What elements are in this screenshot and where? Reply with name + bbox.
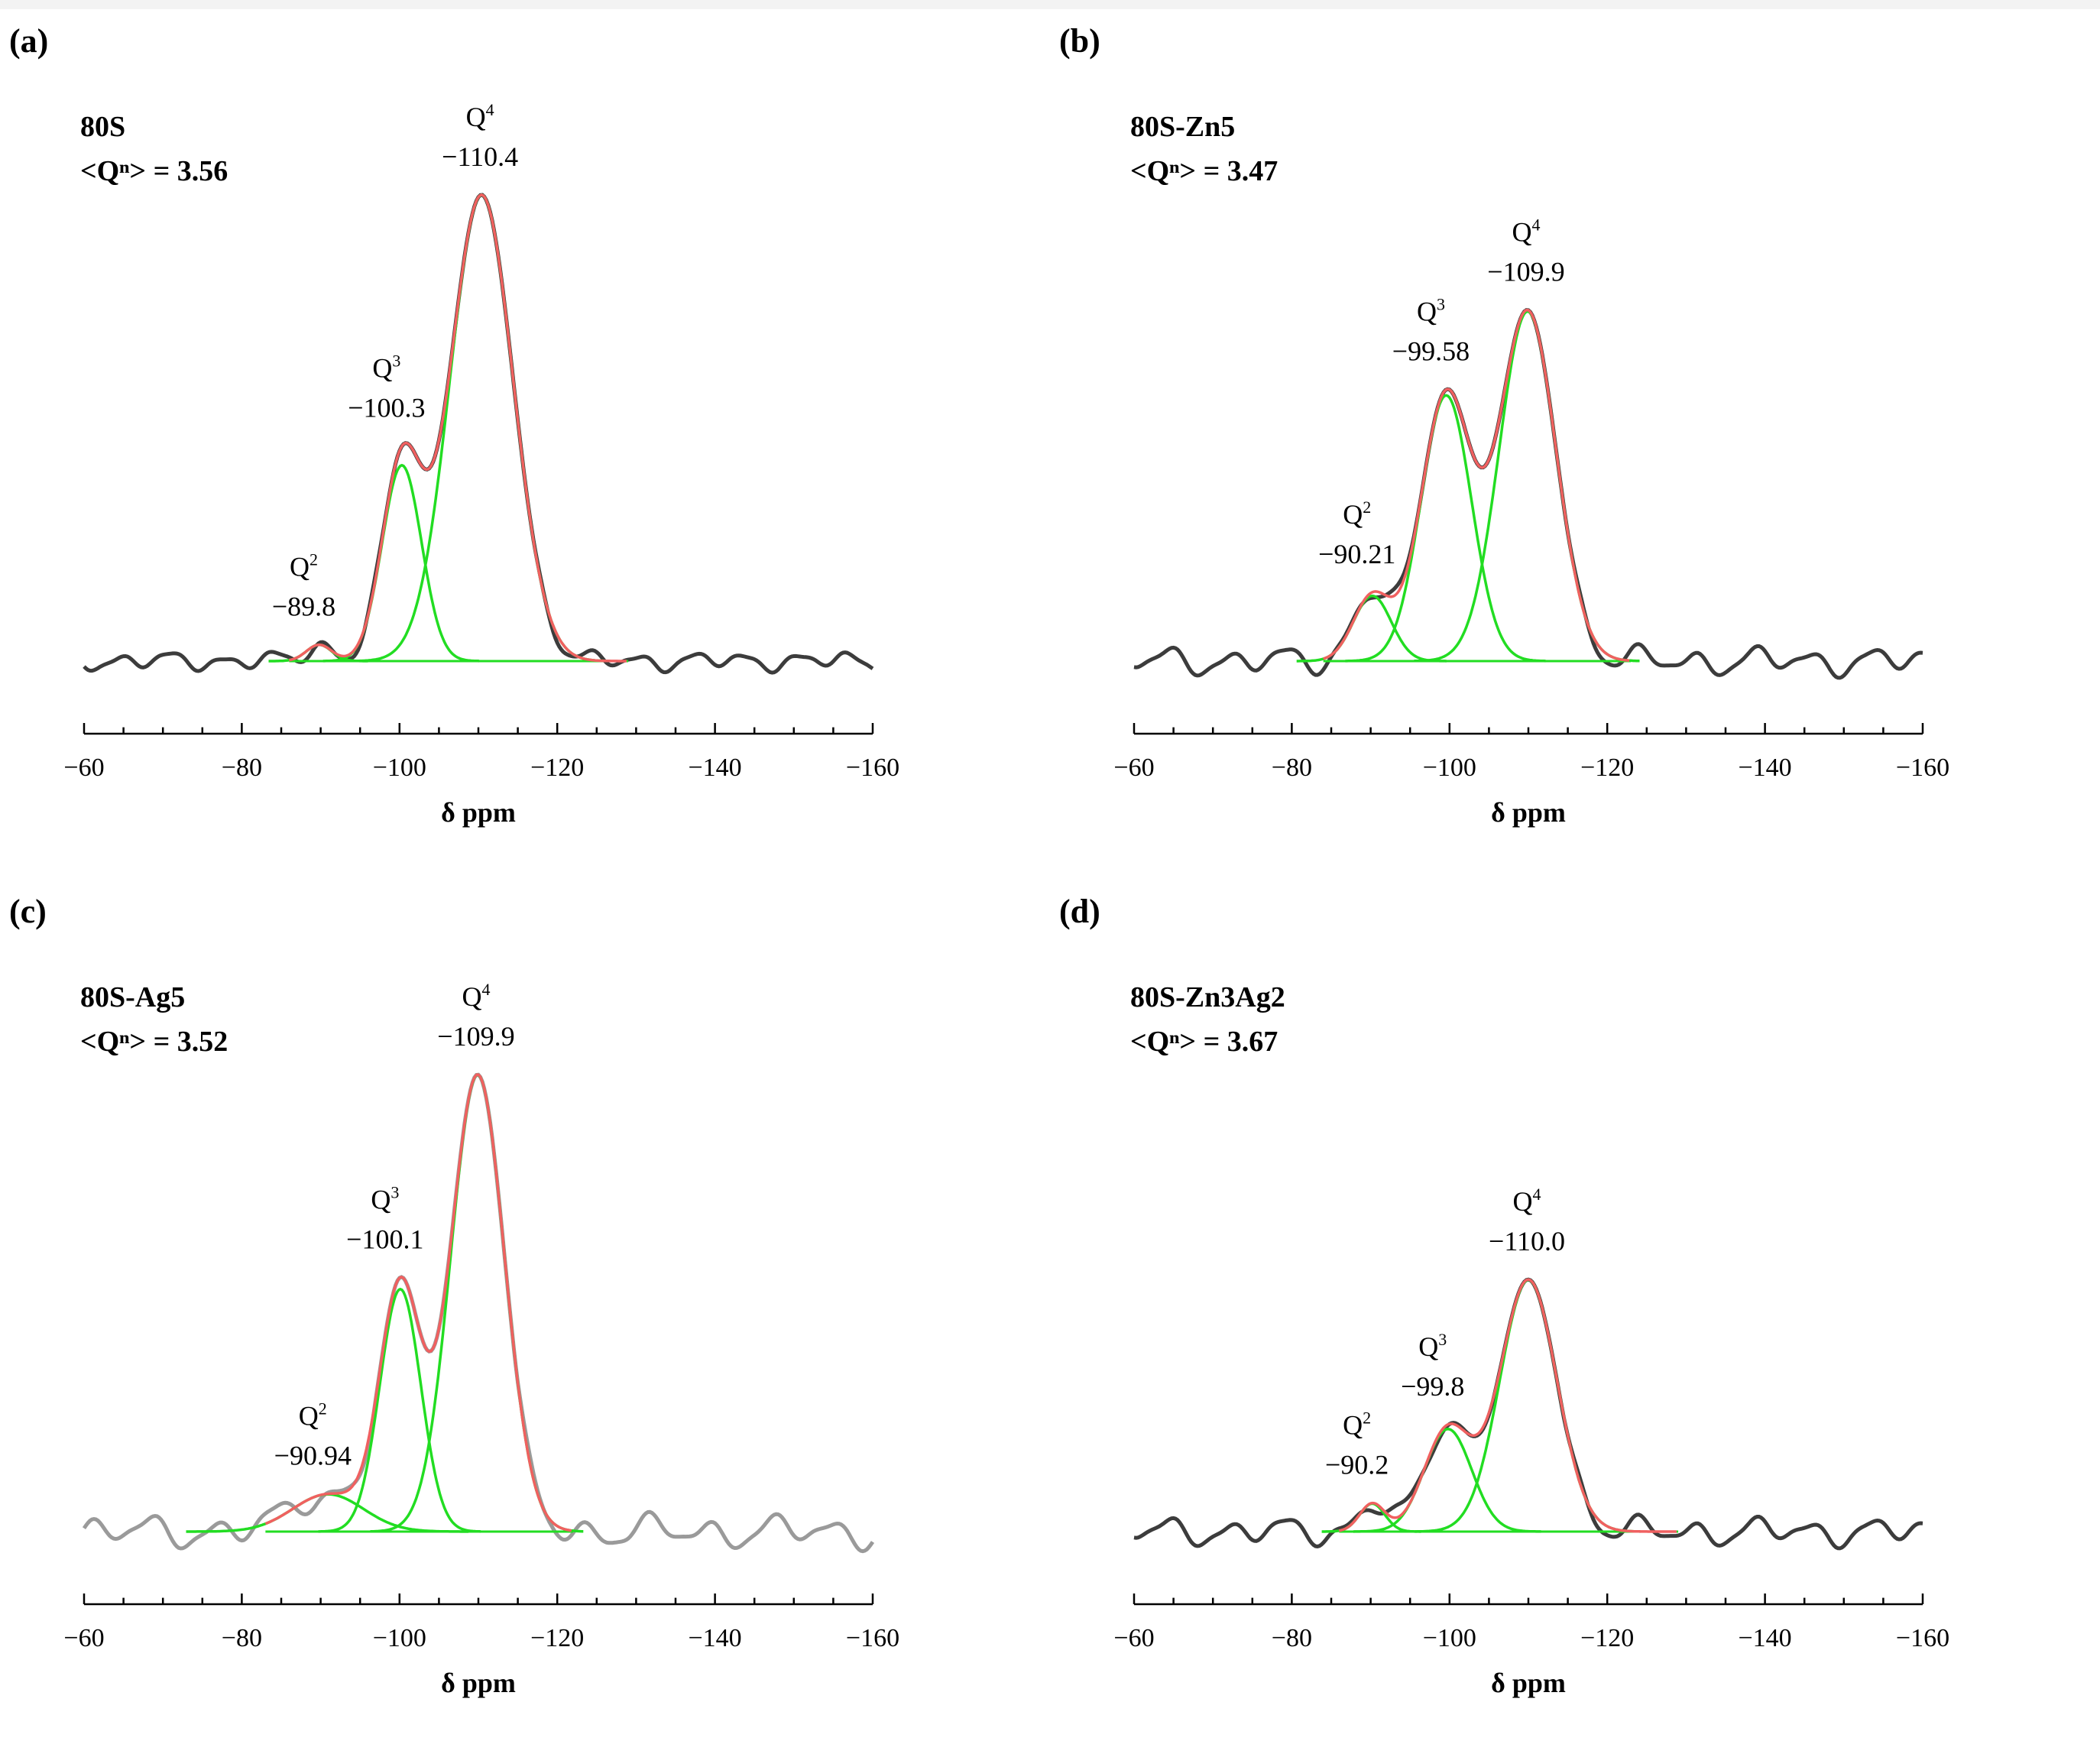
component-peak-q3 [322, 463, 480, 663]
x-axis-label: δ ppm [441, 797, 516, 828]
peak-shift-q3: −100.1 [346, 1224, 423, 1254]
mean-qn-label: <Qⁿ> = [80, 155, 177, 187]
chart-svg: −60 −80 −100 −120 −140 −160 δ ppm (d) 80S-Zn3Ag2… [1059, 893, 1949, 1698]
experimental-spectrum [1133, 308, 1923, 680]
experimental-spectrum [83, 193, 874, 675]
mean-qn: <Qⁿ> = 3.67 [1130, 1026, 1278, 1058]
chart-svg: −60 −80 −100 −120 −140 −160 δ ppm (a) 80S <Qⁿ> = … [9, 22, 899, 828]
component-peak-q3 [318, 1287, 481, 1533]
peak-label-q2: Q2 [299, 1399, 327, 1431]
mean-qn-label: <Qⁿ> = [1130, 1026, 1227, 1058]
experimental-spectrum [82, 1072, 875, 1554]
peak-label-q4: Q4 [1513, 1185, 1541, 1217]
chart-svg: −60 −80 −100 −120 −140 −160 δ ppm (c) 80S-Ag5 <Qⁿ… [9, 893, 899, 1698]
tick-label: −160 [1896, 754, 1949, 782]
mean-qn-value: 3.47 [1227, 155, 1278, 187]
tick-label: −80 [222, 1624, 262, 1652]
mean-qn-label: <Qⁿ> = [1130, 155, 1227, 187]
chart-panel-b: −60 −80 −100 −120 −140 −160 δ ppm (b) 80S-Zn5 <Qⁿ… [1050, 0, 2100, 870]
mean-qn-value: 3.67 [1227, 1026, 1278, 1058]
tick-label: −60 [1113, 754, 1154, 782]
panel-label: (a) [9, 22, 48, 60]
component-peak-q4 [1415, 1278, 1641, 1533]
tick-label: −80 [1272, 1624, 1312, 1652]
component-peak-q4 [355, 193, 607, 663]
x-axis-label: δ ppm [1491, 797, 1566, 828]
peak-shift-q2: −90.2 [1325, 1450, 1389, 1480]
peak-shift-q2: −90.21 [1318, 539, 1395, 569]
peak-shift-q4: −110.4 [442, 141, 518, 172]
peak-label-q3: Q3 [1417, 295, 1445, 327]
top-border [0, 0, 2100, 9]
tick-label: −60 [63, 754, 104, 782]
mean-qn-value: 3.52 [177, 1026, 228, 1058]
peak-label-q2: Q2 [1343, 1409, 1371, 1441]
x-axis-label: δ ppm [1491, 1668, 1566, 1698]
peak-label-q3: Q3 [1418, 1330, 1447, 1362]
peak-label-q2: Q2 [1343, 498, 1371, 530]
tick-label: −80 [222, 754, 262, 782]
peak-label-q2: Q2 [290, 550, 318, 582]
sample-name: 80S-Ag5 [80, 981, 185, 1013]
component-peak-q3 [1345, 394, 1546, 663]
peak-label-q4: Q4 [1512, 216, 1540, 248]
tick-label: −60 [63, 1624, 104, 1652]
fit-envelope [264, 1073, 572, 1532]
tick-label: −140 [1739, 1624, 1792, 1652]
mean-qn: <Qⁿ> = 3.52 [80, 1026, 228, 1058]
tick-label: −80 [1272, 754, 1312, 782]
fit-envelope [1323, 308, 1630, 663]
tick-label: −100 [1423, 754, 1476, 782]
fit-envelope [288, 193, 627, 663]
sample-name: 80S-Zn5 [1130, 111, 1235, 143]
peak-label-q3: Q3 [371, 1182, 399, 1214]
tick-label: −100 [1423, 1624, 1476, 1652]
peak-shift-q3: −100.3 [348, 393, 425, 423]
chart-svg: −60 −80 −100 −120 −140 −160 δ ppm (b) 80S-Zn5 <Qⁿ… [1059, 22, 1949, 828]
tick-label: −140 [689, 754, 742, 782]
peak-label-q4: Q4 [462, 980, 490, 1012]
tick-label: −60 [1113, 1624, 1154, 1652]
peak-shift-q2: −90.94 [274, 1441, 352, 1471]
panel-label: (c) [9, 893, 47, 930]
peak-shift-q4: −109.9 [1487, 257, 1564, 287]
peak-shift-q4: −110.0 [1489, 1226, 1565, 1256]
tick-label: −120 [1580, 1624, 1634, 1652]
experimental-spectrum [1133, 1277, 1923, 1551]
tick-label: −120 [530, 1624, 584, 1652]
x-axis-label: δ ppm [441, 1668, 516, 1698]
sample-name: 80S [80, 111, 125, 143]
tick-label: −120 [530, 754, 584, 782]
peak-shift-q4: −109.9 [437, 1021, 514, 1052]
tick-label: −100 [373, 754, 426, 782]
panel-label: (b) [1059, 22, 1100, 60]
peak-shift-q3: −99.8 [1401, 1371, 1464, 1402]
peak-shift-q3: −99.58 [1392, 336, 1470, 367]
tick-label: −160 [846, 754, 899, 782]
component-peak-q2 [1296, 594, 1447, 663]
tick-label: −160 [1896, 1624, 1949, 1652]
fit-envelope [1338, 1278, 1677, 1533]
tick-label: −140 [689, 1624, 742, 1652]
sample-name: 80S-Zn3Ag2 [1130, 981, 1285, 1013]
peak-label-q3: Q3 [372, 352, 400, 384]
panel-label: (d) [1059, 893, 1100, 930]
peak-shift-q2: −89.8 [272, 592, 335, 622]
tick-label: −140 [1739, 754, 1792, 782]
mean-qn-label: <Qⁿ> = [80, 1026, 177, 1058]
component-peak-q3 [1353, 1428, 1541, 1533]
chart-panel-a: −60 −80 −100 −120 −140 −160 δ ppm (a) 80S <Qⁿ> = … [0, 0, 1050, 870]
mean-qn-value: 3.56 [177, 155, 228, 187]
tick-label: −160 [846, 1624, 899, 1652]
peak-label-q4: Q4 [466, 100, 494, 132]
component-peak-q4 [370, 1073, 584, 1533]
mean-qn: <Qⁿ> = 3.47 [1130, 155, 1278, 187]
chart-panel-d: −60 −80 −100 −120 −140 −160 δ ppm (d) 80S-Zn3Ag2… [1050, 870, 2100, 1741]
tick-label: −120 [1580, 754, 1634, 782]
tick-label: −100 [373, 1624, 426, 1652]
mean-qn: <Qⁿ> = 3.56 [80, 155, 228, 187]
chart-panel-c: −60 −80 −100 −120 −140 −160 δ ppm (c) 80S-Ag5 <Qⁿ… [0, 870, 1050, 1741]
